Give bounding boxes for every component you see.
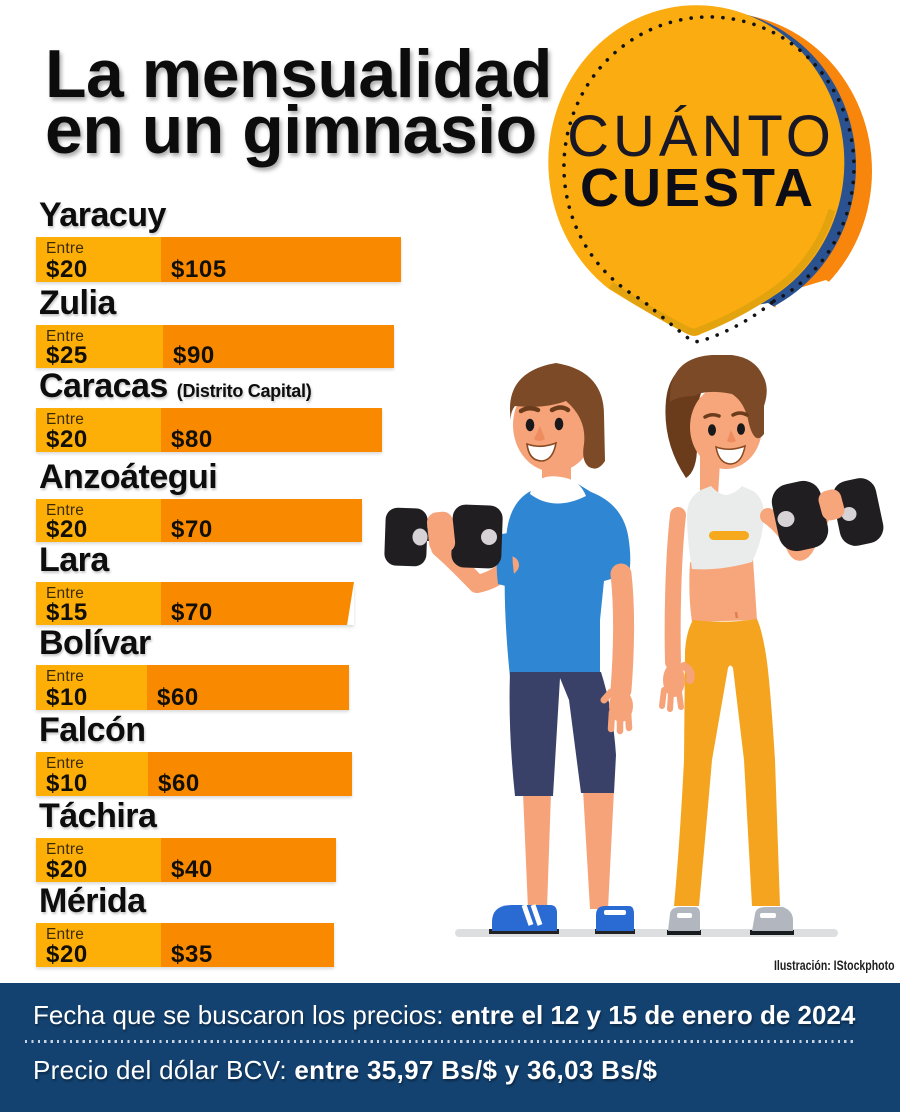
- svg-text:CUESTA: CUESTA: [580, 158, 816, 218]
- svg-text:CUÁNTO: CUÁNTO: [567, 104, 835, 169]
